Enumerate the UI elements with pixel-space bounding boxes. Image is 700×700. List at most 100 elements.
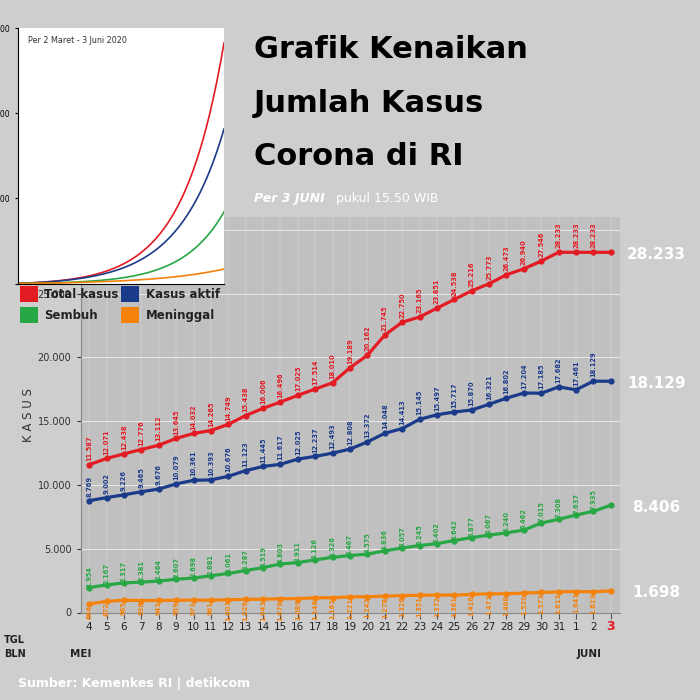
Text: 28.233: 28.233 [590,223,596,248]
Text: 14.048: 14.048 [382,404,388,429]
Text: 17.514: 17.514 [312,360,318,385]
Text: 15.438: 15.438 [243,386,248,412]
Text: 4.126: 4.126 [312,538,318,559]
Text: 8.406: 8.406 [632,500,680,515]
Text: Kasus aktif: Kasus aktif [146,288,220,301]
Text: 1.641: 1.641 [573,592,579,613]
Text: Sembuh: Sembuh [44,309,98,322]
Text: 7.637: 7.637 [573,494,579,514]
Text: MEI: MEI [70,649,91,659]
Text: BLN: BLN [4,649,26,659]
Text: 9.002: 9.002 [104,473,110,494]
Text: 1.613: 1.613 [556,593,561,614]
Text: 3.061: 3.061 [225,552,231,573]
Text: 7: 7 [138,622,145,631]
Text: 1.623: 1.623 [590,593,596,614]
Text: 12.776: 12.776 [139,420,144,446]
Text: 13: 13 [239,622,252,631]
Text: 2: 2 [590,622,596,631]
Text: 3: 3 [606,620,615,633]
Text: 5.877: 5.877 [469,516,475,537]
Text: Per 2 Maret - 3 Juni 2020: Per 2 Maret - 3 Juni 2020 [28,36,127,45]
Text: 1.468: 1.468 [503,594,510,615]
Text: 17.204: 17.204 [521,363,527,389]
Text: 17.185: 17.185 [538,364,545,389]
Text: 1.221: 1.221 [347,598,353,619]
Text: 13.372: 13.372 [365,412,370,438]
Text: 1.007: 1.007 [225,601,231,622]
Text: 16.321: 16.321 [486,374,492,400]
Text: 1.471: 1.471 [486,594,492,615]
Text: 1.242: 1.242 [365,597,370,618]
Text: 25.773: 25.773 [486,254,492,280]
Text: Per 3 JUNI: Per 3 JUNI [254,192,325,204]
Text: TGL: TGL [4,635,25,645]
Text: 18.129: 18.129 [590,352,596,377]
Text: 22.750: 22.750 [399,293,405,318]
Text: 28.233: 28.233 [573,223,579,248]
Text: 1.418: 1.418 [469,595,475,616]
Text: 1.573: 1.573 [538,593,545,614]
Text: 16.496: 16.496 [277,372,284,398]
Text: 4.467: 4.467 [347,533,353,554]
Text: 6.240: 6.240 [503,511,510,532]
Text: 18.010: 18.010 [330,354,335,379]
Text: 14.413: 14.413 [399,399,405,425]
Text: 19.189: 19.189 [347,338,353,364]
Text: 20: 20 [360,622,374,631]
Text: 10.393: 10.393 [208,451,214,476]
Text: 27: 27 [482,622,496,631]
Text: 1.028: 1.028 [243,600,248,621]
Text: 10.361: 10.361 [190,451,197,477]
Text: 1.351: 1.351 [416,596,423,617]
Text: 16: 16 [291,622,304,631]
Text: 664: 664 [86,605,92,619]
Text: 1.278: 1.278 [382,597,388,618]
Text: 28.233: 28.233 [626,247,686,262]
Text: 3.911: 3.911 [295,541,301,562]
Text: 6.067: 6.067 [486,513,492,534]
Text: 13.112: 13.112 [155,416,162,442]
Text: 11.123: 11.123 [243,441,248,467]
Text: 1.328: 1.328 [399,596,405,617]
Text: 9.465: 9.465 [139,467,144,488]
Text: 1.372: 1.372 [434,596,440,617]
Text: 5.245: 5.245 [416,524,423,545]
Text: 6: 6 [120,622,127,631]
Text: 4.836: 4.836 [382,529,388,550]
Text: 938: 938 [139,601,144,615]
Text: 9.226: 9.226 [121,470,127,491]
Bar [120,307,139,323]
Text: 11.445: 11.445 [260,438,266,463]
Text: 11.617: 11.617 [277,435,284,461]
Text: pukul 15.50 WIB: pukul 15.50 WIB [332,192,439,204]
Text: 973: 973 [190,601,197,615]
Text: 5: 5 [104,622,110,631]
Text: 15.717: 15.717 [452,383,457,408]
Text: 10.676: 10.676 [225,447,231,473]
Text: 6.462: 6.462 [521,508,527,529]
Text: 2.381: 2.381 [139,561,144,582]
Text: 965: 965 [121,601,127,615]
Text: Grafik Kenaikan: Grafik Kenaikan [254,35,528,64]
Text: 25.216: 25.216 [469,262,475,287]
Text: 18.129: 18.129 [627,376,685,391]
Text: 13.645: 13.645 [173,409,179,435]
Text: 2.464: 2.464 [155,559,162,580]
Text: 3.519: 3.519 [260,546,266,567]
Bar [20,307,38,323]
Text: 12.025: 12.025 [295,430,301,455]
Text: 15.145: 15.145 [416,390,423,416]
Text: 2.317: 2.317 [121,561,127,582]
Text: 21.745: 21.745 [382,306,388,331]
Text: 28: 28 [500,622,513,631]
Text: 27.546: 27.546 [538,232,545,257]
Text: 20.162: 20.162 [365,326,370,351]
Text: 2.698: 2.698 [190,556,197,577]
Text: 2.881: 2.881 [208,554,214,575]
Text: 3.803: 3.803 [277,542,284,564]
Text: 1.698: 1.698 [632,585,680,601]
Text: 14: 14 [256,622,270,631]
Text: 16.006: 16.006 [260,379,266,405]
Text: 1.954: 1.954 [86,566,92,587]
